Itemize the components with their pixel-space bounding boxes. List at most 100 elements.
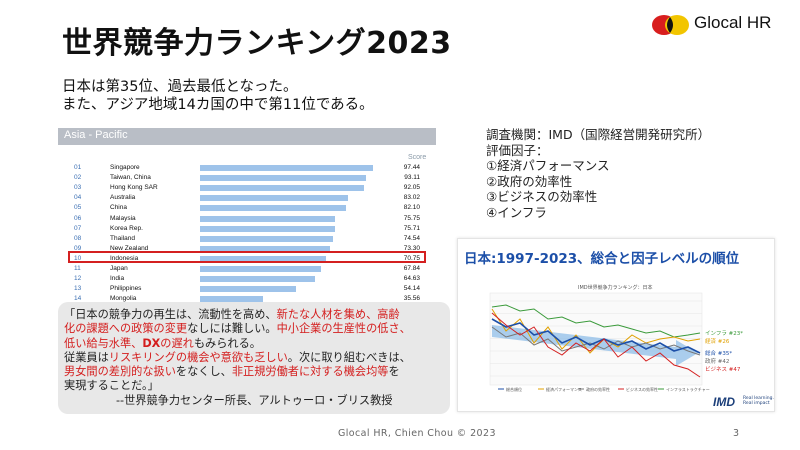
- ranking-score-bar: [200, 276, 316, 283]
- ranking-score-bar: [200, 225, 335, 232]
- end-label: 総合 #35*: [705, 349, 732, 357]
- trend-subtitle: IMD世界競争力ランキング：日本: [578, 285, 653, 291]
- ranking-score-bar: [200, 165, 374, 171]
- ranking-rank: 10: [74, 254, 82, 262]
- quote-highlight: 男女間の差別的な扱い: [64, 365, 176, 379]
- series-infrastructure: [491, 304, 701, 338]
- legend-label: 経済パフォーマンス: [546, 386, 582, 392]
- ranking-rank: 09: [74, 244, 82, 252]
- info-line: 調査機関：IMD（国際経営開発研究所）: [486, 127, 711, 142]
- ranking-rank: 13: [74, 285, 82, 293]
- end-label: 経済 #26: [705, 337, 730, 345]
- japan-trend-chart: インフラ #23* 経済 #26 総合 #35* 政府 #42 ビジネス #47 総合順…: [457, 238, 775, 412]
- ranking-score: 83.02: [403, 194, 420, 202]
- ranking-row: 04 Australia 83.02: [70, 193, 422, 203]
- trend-title: 日本:1997-2023、総合と因子レベルの順位: [464, 251, 740, 267]
- ranking-score-bar: [200, 296, 264, 303]
- ranking-row: 11 Japan 67.84: [70, 264, 422, 274]
- ranking-country: Japan: [110, 265, 128, 272]
- ranking-score: 35.56: [403, 295, 420, 303]
- ranking-row: 06 Malaysia 75.75: [70, 214, 422, 224]
- quote-text: 。次に取り組むべきは、: [287, 350, 411, 364]
- quote-box: 「日本の競争力の再生は、流動性を高め、新たな人材を集め、高齢 化の課題への政策の…: [58, 302, 450, 414]
- ranking-country: Hong Kong SAR: [110, 184, 158, 192]
- quote-highlight: 新たな人材を集め、高齢: [276, 308, 400, 321]
- intro-line: また、アジア地域14カ国の中で第11位である。: [62, 97, 374, 113]
- ranking-score: 74.54: [403, 234, 420, 242]
- ranking-score: 54.14: [403, 285, 420, 293]
- ranking-row: 10 Indonesia 70.75: [70, 254, 422, 264]
- ranking-score: 97.44: [403, 164, 420, 171]
- ranking-rank: 08: [74, 234, 82, 242]
- ranking-rank: 02: [74, 174, 82, 182]
- quote-text: なしには難しい。: [187, 322, 277, 336]
- ranking-score: 75.75: [403, 214, 420, 222]
- quote-text: をなくし、: [175, 365, 232, 379]
- intro-line: 日本は第35位、過去最低となった。: [62, 79, 298, 95]
- ranking-score-bar: [200, 266, 321, 272]
- ranking-country: India: [110, 275, 125, 283]
- ranking-rank: 05: [74, 204, 82, 212]
- quote-highlight: リスキリングの機会や意欲も乏しい: [108, 350, 288, 364]
- ranking-country: Australia: [110, 194, 136, 202]
- quote-highlight: 低い給与水準、: [64, 336, 143, 350]
- glocal-hr-logo: [652, 15, 689, 35]
- ranking-country: New Zealand: [110, 244, 149, 252]
- imd-logo: IMD: [713, 395, 735, 409]
- ranking-rank: 04: [74, 194, 82, 202]
- ranking-rank: 11: [74, 265, 81, 272]
- ranking-score: 82.10: [403, 204, 420, 212]
- ranking-score: 92.05: [403, 184, 420, 192]
- ranking-country: Malaysia: [110, 214, 136, 222]
- info-line: ②政府の効率性: [486, 173, 573, 189]
- series-business: [491, 312, 701, 378]
- ranking-score-bar: [200, 255, 326, 262]
- score-column-header: Score: [408, 154, 427, 161]
- legend-label: インフラストラクチャー: [666, 386, 710, 392]
- ranking-score-bar: [200, 185, 364, 192]
- survey-info: 調査機関：IMD（国際経営開発研究所） 評価因子： ①経済パフォーマンス ②政府…: [486, 127, 710, 220]
- ranking-score: 73.30: [403, 244, 420, 252]
- ranking-score-bar: [200, 235, 333, 242]
- ranking-row: 07 Korea Rep. 75.71: [70, 224, 422, 234]
- ranking-country: Philippines: [110, 285, 142, 293]
- ranking-score-bar: [200, 195, 348, 202]
- ranking-country: Singapore: [110, 164, 140, 171]
- ranking-row: 13 Philippines 54.14: [70, 284, 422, 294]
- ranking-row: 09 New Zealand 73.30: [70, 244, 422, 254]
- legend-label: 総合順位: [506, 386, 522, 392]
- quote-highlight: 非正規労働者に対する機会均等: [231, 365, 389, 379]
- imd-tagline: Real learning. Real impact: [743, 396, 774, 406]
- logo-text: Glocal HR: [694, 13, 772, 32]
- ranking-row: 02 Taiwan, China 93.11: [70, 173, 422, 183]
- ranking-rank: 01: [74, 164, 82, 171]
- ranking-score-bar: [200, 205, 347, 212]
- quote-highlight: 中小企業の生産性の低さ、: [276, 322, 411, 336]
- ranking-row: 08 Thailand 74.54: [70, 234, 422, 244]
- ranking-score: 70.75: [403, 254, 420, 262]
- legend-label: 政府の効率性: [586, 386, 610, 392]
- quote-text: もみられる。: [193, 336, 261, 350]
- quote-text: 「日本の競争力の再生は、流動性を高め、: [64, 308, 277, 321]
- page-number: 3: [733, 428, 740, 439]
- ranking-country: Thailand: [110, 234, 135, 242]
- ranking-score-bar: [200, 175, 366, 182]
- info-line: ④インフラ: [486, 204, 547, 220]
- ranking-score-bar: [200, 245, 331, 252]
- ranking-row: 12 India 64.63: [70, 274, 422, 284]
- legend-label: ビジネスの効率性: [626, 386, 658, 392]
- ranking-country: Mongolia: [110, 295, 137, 303]
- ranking-country: Korea Rep.: [110, 224, 143, 232]
- ranking-row: 14 Mongolia 35.56: [70, 294, 422, 304]
- ranking-score: 67.84: [403, 265, 420, 272]
- ranking-score-bar: [200, 215, 335, 222]
- quote-highlight: 化の課題への政策の変更: [64, 322, 188, 336]
- ranking-row: 01 Singapore 97.44: [70, 163, 422, 173]
- info-line: ③ビジネスの効率性: [486, 189, 598, 204]
- ranking-row: 05 China 82.10: [70, 203, 422, 213]
- intro-text: 日本は第35位、過去最低となった。 また、アジア地域14カ国の中で第11位である…: [62, 78, 374, 114]
- page-title: 世界競争力ランキング2023: [62, 26, 452, 61]
- ranking-score: 93.11: [404, 174, 420, 182]
- quote-attribution: --世界競争力センター所長、アルトゥーロ・ブリス教授: [116, 393, 393, 407]
